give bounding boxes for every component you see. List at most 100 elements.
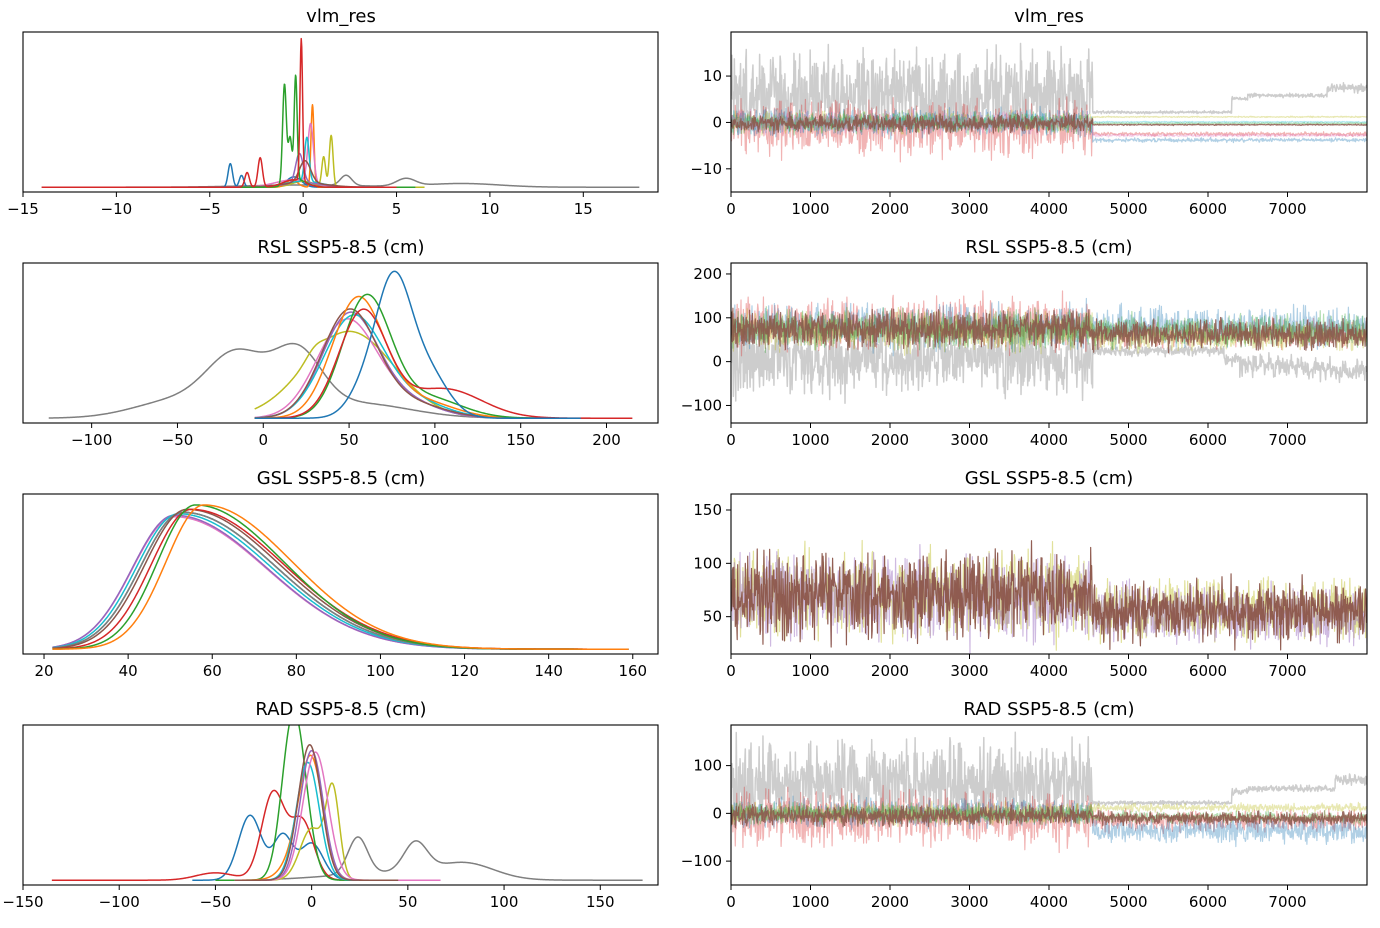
- plot-area: [731, 290, 1367, 405]
- panel-rsl-density: RSL SSP5-8.5 (cm) −100 −50 0 50 100 150 200: [22, 237, 659, 449]
- y-tick-label: 0: [712, 353, 722, 371]
- plot-area: [48, 270, 633, 419]
- x-tick-label: 7000: [1268, 662, 1306, 680]
- x-tick-label: 1000: [791, 431, 829, 449]
- x-tick-label: −10: [101, 200, 133, 218]
- x-tick-label: 7000: [1268, 893, 1306, 911]
- x-tick-label: 100: [366, 662, 395, 680]
- series-line: [52, 514, 629, 650]
- y-tick-label: −100: [681, 396, 722, 414]
- series-line: [116, 122, 416, 188]
- panel-title: RAD SSP5-8.5 (cm): [255, 699, 426, 720]
- x-tick-label: 0: [726, 200, 736, 218]
- x-tick-label: 80: [287, 662, 306, 680]
- series-line: [52, 511, 629, 650]
- series-line: [153, 136, 416, 188]
- series-line: [134, 74, 416, 188]
- x-tick-label: 10: [480, 200, 499, 218]
- x-tick-label: 160: [618, 662, 647, 680]
- axes-frame: [22, 262, 659, 424]
- panel-title: RSL SSP5-8.5 (cm): [965, 237, 1132, 258]
- series-line: [52, 511, 629, 650]
- x-tick-label: 0: [726, 662, 736, 680]
- x-tick-label: 2000: [871, 893, 909, 911]
- panel-rad-trace: RAD SSP5-8.5 (cm) 0 1000 2000 3000 4000 5000 6…: [681, 699, 1368, 911]
- x-tick-label: 6000: [1189, 662, 1227, 680]
- x-tick-label: 6000: [1189, 200, 1227, 218]
- axes-frame: [22, 31, 659, 193]
- x-tick-label: 100: [490, 893, 519, 911]
- x-tick-label: 1000: [791, 662, 829, 680]
- y-tick-label: 50: [703, 608, 722, 626]
- series-line: [731, 111, 1367, 135]
- panel-vlm-res-trace: vlm_res 0 1000 2000 3000 4000 5000 6000 7000 −10…: [690, 6, 1368, 218]
- panel-title: GSL SSP5-8.5 (cm): [965, 468, 1134, 489]
- x-tick-label: 150: [506, 431, 535, 449]
- x-tick-label: 200: [592, 431, 621, 449]
- y-tick-label: −10: [690, 160, 722, 178]
- panel-gsl-trace: GSL SSP5-8.5 (cm) 0 1000 2000 3000 4000 5000 6…: [693, 468, 1368, 680]
- y-tick-label: 10: [703, 67, 722, 85]
- x-tick-label: −5: [199, 200, 221, 218]
- panel-title: vlm_res: [1014, 6, 1084, 27]
- x-tick-label: 50: [398, 893, 417, 911]
- plot-area: [51, 725, 643, 881]
- plot-area: [731, 42, 1367, 163]
- series-line: [254, 308, 633, 419]
- series-line: [214, 725, 399, 881]
- x-tick-label: 4000: [1030, 431, 1068, 449]
- x-tick-label: 60: [203, 662, 222, 680]
- y-tick-label: 150: [693, 501, 722, 519]
- plot-area: [731, 731, 1367, 854]
- series-line: [41, 37, 397, 188]
- series-line: [731, 96, 1367, 163]
- y-tick-label: 100: [693, 309, 722, 327]
- axes-frame: [22, 493, 659, 655]
- series-line: [254, 270, 582, 419]
- series-line: [52, 515, 629, 650]
- series-line: [191, 814, 428, 881]
- x-tick-label: 15: [574, 200, 593, 218]
- x-tick-label: 100: [421, 431, 450, 449]
- panel-title: RAD SSP5-8.5 (cm): [963, 699, 1134, 720]
- series-line: [234, 744, 399, 881]
- x-tick-label: 4000: [1030, 662, 1068, 680]
- x-tick-label: −50: [200, 893, 232, 911]
- x-tick-label: 4000: [1030, 893, 1068, 911]
- panel-title: GSL SSP5-8.5 (cm): [257, 468, 426, 489]
- x-tick-label: 140: [534, 662, 563, 680]
- x-tick-label: 0: [726, 431, 736, 449]
- series-line: [731, 731, 1367, 812]
- x-tick-label: 2000: [871, 200, 909, 218]
- y-tick-label: 200: [693, 265, 722, 283]
- panel-title: RSL SSP5-8.5 (cm): [257, 237, 424, 258]
- series-line: [52, 508, 629, 650]
- x-tick-label: 5000: [1109, 431, 1147, 449]
- x-tick-label: 7000: [1268, 431, 1306, 449]
- x-tick-label: −100: [71, 431, 112, 449]
- x-tick-label: 3000: [950, 431, 988, 449]
- series-line: [51, 789, 418, 881]
- x-tick-label: 5: [392, 200, 402, 218]
- x-tick-label: 2000: [871, 662, 909, 680]
- x-tick-label: 5000: [1109, 662, 1147, 680]
- series-line: [731, 540, 1367, 651]
- x-tick-label: 5000: [1109, 200, 1147, 218]
- x-tick-label: 0: [726, 893, 736, 911]
- series-line: [254, 318, 582, 419]
- series-line: [234, 751, 442, 881]
- x-tick-label: 0: [307, 893, 317, 911]
- x-tick-label: 5000: [1109, 893, 1147, 911]
- x-tick-label: 4000: [1030, 200, 1068, 218]
- series-line: [254, 314, 582, 419]
- x-tick-label: 3000: [950, 200, 988, 218]
- x-tick-label: 20: [34, 662, 53, 680]
- y-tick-label: 100: [693, 554, 722, 572]
- series-line: [731, 313, 1367, 405]
- panel-rsl-trace: RSL SSP5-8.5 (cm) 0 1000 2000 3000 4000 5000 6…: [681, 237, 1368, 449]
- x-tick-label: −150: [2, 893, 43, 911]
- series-line: [731, 42, 1367, 121]
- x-tick-label: 3000: [950, 662, 988, 680]
- x-tick-label: −50: [162, 431, 194, 449]
- series-line: [52, 504, 629, 650]
